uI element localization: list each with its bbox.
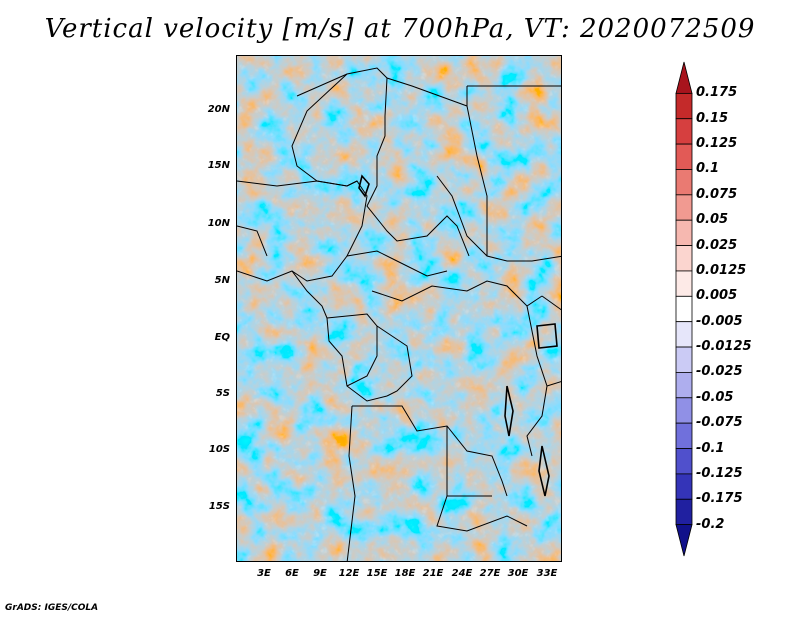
lon-tick-label: 9E bbox=[313, 568, 327, 579]
colorbar-segment bbox=[675, 346, 693, 373]
colorbar-segment bbox=[675, 524, 693, 557]
lon-tick-label: 15E bbox=[366, 568, 388, 579]
colorbar-level-label: -0.025 bbox=[696, 364, 743, 380]
colorbar-segment bbox=[675, 448, 693, 475]
country-borders bbox=[237, 67, 561, 561]
border-benin bbox=[237, 225, 268, 257]
lat-tick-label: EQ bbox=[214, 332, 230, 343]
border-drc-angola bbox=[352, 405, 508, 497]
colorbar-level-label: 0.175 bbox=[696, 85, 738, 101]
colorbar-level-label: 0.005 bbox=[696, 288, 738, 304]
border-nigeria bbox=[237, 180, 368, 282]
lon-tick-label: 12E bbox=[338, 568, 360, 579]
colorbar-level-label: -0.005 bbox=[696, 313, 743, 329]
colorbar-segment bbox=[675, 219, 693, 246]
lakes bbox=[358, 174, 558, 497]
lon-tick-label: 21E bbox=[422, 568, 444, 579]
lat-tick-label: 5S bbox=[215, 388, 230, 399]
lake-chad bbox=[358, 174, 370, 198]
colorbar-segment bbox=[675, 295, 693, 323]
coast-gulf-of-guinea bbox=[237, 270, 328, 319]
lon-tick-label: 18E bbox=[394, 568, 416, 579]
map-panel bbox=[236, 55, 562, 562]
colorbar-level-label: -0.175 bbox=[696, 491, 743, 507]
colorbar-segment bbox=[675, 245, 693, 272]
colorbar-level-label: -0.1 bbox=[696, 440, 725, 456]
colorbar-segment bbox=[675, 61, 693, 94]
lon-tick-label: 27E bbox=[479, 568, 501, 579]
lake-malawi bbox=[538, 445, 550, 497]
lon-tick-label: 24E bbox=[451, 568, 473, 579]
colorbar-segment bbox=[675, 118, 693, 145]
coast-gabon bbox=[326, 317, 388, 402]
border-congo-drc bbox=[376, 325, 413, 397]
colorbar-segment bbox=[675, 169, 693, 196]
colorbar-level-label: 0.025 bbox=[696, 237, 738, 253]
lat-tick-label: 5N bbox=[214, 275, 230, 286]
lat-tick-label: 10N bbox=[207, 218, 230, 229]
colorbar-segment bbox=[675, 321, 693, 348]
border-east-africa bbox=[541, 295, 561, 387]
border-gabon-congo bbox=[326, 313, 378, 387]
colorbar-segment bbox=[675, 92, 693, 120]
colorbar-segment bbox=[675, 372, 693, 399]
colorbar-segment bbox=[675, 143, 693, 170]
colorbar-segment bbox=[675, 194, 693, 221]
colorbar-level-label: -0.0125 bbox=[696, 339, 752, 355]
border-car-drc bbox=[371, 280, 543, 307]
colorbar-level-label: 0.0125 bbox=[696, 262, 747, 278]
lake-victoria bbox=[536, 323, 558, 349]
border-zambia-south bbox=[436, 495, 528, 532]
colorbar-level-label: -0.075 bbox=[696, 415, 743, 431]
lat-tick-label: 15S bbox=[208, 501, 230, 512]
colorbar-segment bbox=[675, 473, 693, 500]
colorbar bbox=[675, 61, 693, 557]
plot-title: Vertical velocity [m/s] at 700hPa, VT: 2… bbox=[44, 14, 756, 44]
colorbar-level-label: 0.075 bbox=[696, 186, 738, 202]
lon-tick-label: 30E bbox=[507, 568, 529, 579]
border-cameroon-car bbox=[346, 250, 448, 277]
colorbar-level-label: 0.125 bbox=[696, 136, 738, 152]
colorbar-level-label: 0.1 bbox=[696, 161, 720, 177]
colorbar-level-label: 0.15 bbox=[696, 110, 729, 126]
colorbar-level-label: -0.125 bbox=[696, 465, 743, 481]
lat-tick-label: 10S bbox=[208, 444, 230, 455]
border-ethiopia bbox=[466, 105, 488, 256]
lon-tick-label: 33E bbox=[536, 568, 558, 579]
footer-credit: GrADS: IGES/COLA bbox=[5, 603, 99, 613]
colorbar-segment bbox=[675, 422, 693, 449]
colorbar-level-label: -0.05 bbox=[696, 389, 734, 405]
colorbar-segment bbox=[675, 270, 693, 297]
lat-tick-label: 15N bbox=[207, 160, 230, 171]
lon-tick-label: 3E bbox=[257, 568, 271, 579]
lake-tanganyika bbox=[504, 385, 514, 437]
colorbar-level-label: 0.05 bbox=[696, 212, 729, 228]
border-angola-namibia bbox=[346, 405, 356, 561]
colorbar-segment bbox=[675, 397, 693, 424]
colorbar-segment bbox=[675, 498, 693, 526]
lat-tick-label: 20N bbox=[207, 104, 230, 115]
colorbar-level-label: -0.2 bbox=[696, 516, 725, 532]
lon-tick-label: 6E bbox=[285, 568, 299, 579]
velocity-texture bbox=[237, 56, 561, 561]
vertical-velocity-field bbox=[237, 56, 561, 561]
border-chad-sudan bbox=[366, 77, 470, 257]
